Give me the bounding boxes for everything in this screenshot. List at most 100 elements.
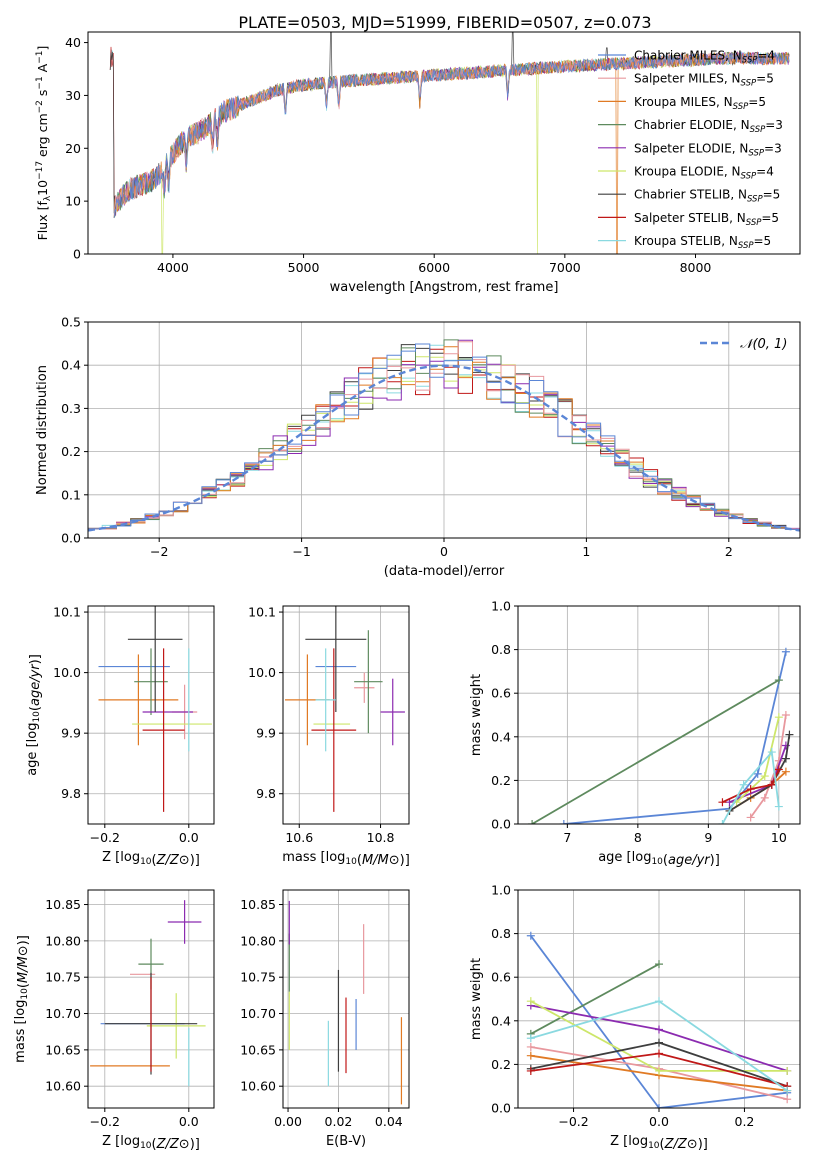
y-tick-label: 9.9 xyxy=(256,726,276,741)
y-tick-label: 10.0 xyxy=(53,665,81,680)
weight-marker-salpeter_stelib xyxy=(718,798,727,807)
legend-subscript: SSP xyxy=(741,79,757,89)
y-tick-label: 0.3 xyxy=(61,401,81,416)
weight-line-kroupa_stelib xyxy=(721,749,780,824)
x-tick-label: 8 xyxy=(634,830,642,845)
weight-marker-chabrier_stelib xyxy=(655,1038,663,1047)
errorbar-salpeter_miles xyxy=(354,672,375,703)
weight-marker-kroupa_elodie xyxy=(655,1066,663,1075)
y-tick-label: 0.8 xyxy=(491,926,511,941)
y-tick-label: 0.2 xyxy=(491,1057,511,1072)
x-tick-label: 2 xyxy=(725,544,733,559)
legend-label: Chabrier ELODIE, NSSP=3 xyxy=(634,118,783,135)
y-axis-label: age [log10(age/yr)] xyxy=(25,654,43,776)
weight-marker-salpeter_miles xyxy=(746,813,755,822)
x-tick-label: −1 xyxy=(292,544,310,559)
errorbar-chabrier_stelib xyxy=(305,606,367,712)
x-tick-label: 0.0 xyxy=(649,1114,669,1129)
label-part: age [ xyxy=(598,850,631,865)
y-tick-label: 10.1 xyxy=(53,605,81,620)
label-subscript: 10 xyxy=(140,857,152,867)
y-tick-label: 0.0 xyxy=(61,531,81,546)
weight-marker-kroupa_stelib xyxy=(767,748,776,757)
weight-marker-chabrier_elodie xyxy=(774,676,783,685)
weight-marker-kroupa_stelib xyxy=(655,997,663,1006)
errorbar-chabrier_elodie xyxy=(134,648,168,715)
y-tick-label: 10.60 xyxy=(240,1079,276,1094)
legend-label: 𝒩(0, 1) xyxy=(740,337,787,352)
weight-marker-salpeter_stelib xyxy=(655,1049,663,1058)
legend-text: Kroupa ELODIE, N xyxy=(634,165,741,179)
mass-vs-metallicity-panel: −0.2 0.0 10.60 10.65 10.70 10.75 10.80 10.85 Z [… xyxy=(13,889,215,1152)
weight-marker-chabrier_miles xyxy=(559,820,568,824)
y-tick-label: 0.0 xyxy=(491,1101,511,1116)
label-part: 10 xyxy=(35,180,50,196)
label-part: ( xyxy=(16,983,31,988)
label-part: A xyxy=(35,63,50,76)
label-part: ] xyxy=(35,46,50,51)
errorbar-kroupa_stelib xyxy=(315,648,336,752)
legend-value: =5 xyxy=(763,188,781,202)
label-part: mass weight xyxy=(469,674,484,756)
label-part: ( xyxy=(357,853,362,868)
legend-text: Kroupa STELIB, N xyxy=(634,234,738,248)
weight-marker-salpeter_stelib xyxy=(774,765,783,774)
weight-marker-kroupa_stelib xyxy=(526,1034,535,1043)
label-part: age/yr xyxy=(28,663,43,706)
y-axis-label: mass [log10(M/M⊙)] xyxy=(13,935,31,1063)
mass-vs-ebv-panel: 0.00 0.02 0.04 10.60 10.65 10.70 10.75 10.80 10.… xyxy=(240,889,410,1149)
errorbar-kroupa_miles xyxy=(98,654,179,746)
x-axis-label: wavelength [Angstrom, rest frame] xyxy=(330,280,559,295)
y-axis-label: mass weight xyxy=(469,958,484,1040)
y-tick-label: 0.5 xyxy=(61,315,81,330)
label-part: )] xyxy=(28,654,43,664)
errorbar-salpeter_stelib xyxy=(311,648,357,812)
age-vs-mass-panel: 10.6 10.8 9.8 9.9 10.0 10.1 mass [log10(M/M⊙)] xyxy=(248,605,410,868)
axes-frame xyxy=(87,31,801,255)
label-part: E(B-V) xyxy=(326,1134,366,1149)
weight-line-chabrier_elodie xyxy=(531,679,780,824)
y-tick-label: 10.65 xyxy=(240,1042,276,1057)
y-tick-label: 30 xyxy=(65,88,81,103)
label-part: Z/Z⊙ xyxy=(156,1137,190,1152)
y-tick-label: 0.4 xyxy=(491,729,511,744)
label-part: )] xyxy=(710,853,720,868)
y-tick-label: 0.4 xyxy=(491,1013,511,1028)
label-part: log xyxy=(120,1134,140,1149)
legend-label: Salpeter ELODIE, NSSP=3 xyxy=(634,141,782,158)
legend-label: Chabrier MILES, NSSP=4 xyxy=(634,49,775,66)
label-part: Z [ xyxy=(102,850,120,865)
y-tick-label: 40 xyxy=(65,35,81,50)
label-part: Z [ xyxy=(610,1134,628,1149)
label-part: log xyxy=(25,723,40,743)
y-tick-label: 0.0 xyxy=(491,817,511,832)
x-tick-label: 4000 xyxy=(157,260,189,275)
legend-text: Salpeter ELODIE, N xyxy=(634,141,748,155)
x-tick-label: 10 xyxy=(771,830,787,845)
legend-subscript: SSP xyxy=(733,102,749,112)
y-tick-label: 10.80 xyxy=(45,933,81,948)
label-part: age [ xyxy=(25,742,40,775)
x-tick-label: −0.2 xyxy=(90,830,120,845)
y-tick-label: 10.1 xyxy=(248,605,276,620)
weight-marker-kroupa_miles xyxy=(526,1051,535,1060)
label-part: log xyxy=(326,850,346,865)
x-axis-label: E(B-V) xyxy=(326,1134,366,1149)
label-part: (data-model)/error xyxy=(384,564,505,579)
plot-area xyxy=(285,606,405,812)
label-part: −17 xyxy=(35,161,45,180)
x-tick-label: 5000 xyxy=(288,260,320,275)
y-tick-label: 10 xyxy=(65,194,81,209)
y-tick-label: 9.8 xyxy=(61,786,81,801)
weight-marker-salpeter_miles xyxy=(526,1042,535,1051)
axes-frame xyxy=(517,605,801,825)
weight-marker-salpeter_miles xyxy=(783,1095,792,1104)
weight-marker-kroupa_elodie xyxy=(783,1066,792,1075)
label-part: −1 xyxy=(35,51,45,64)
x-tick-label: 7000 xyxy=(549,260,581,275)
plot-area xyxy=(109,32,790,254)
label-part: −2 xyxy=(35,100,45,113)
weight-marker-chabrier_miles xyxy=(781,647,790,656)
x-tick-label: 0.04 xyxy=(375,1114,403,1129)
label-part: Flux [f xyxy=(35,201,50,241)
